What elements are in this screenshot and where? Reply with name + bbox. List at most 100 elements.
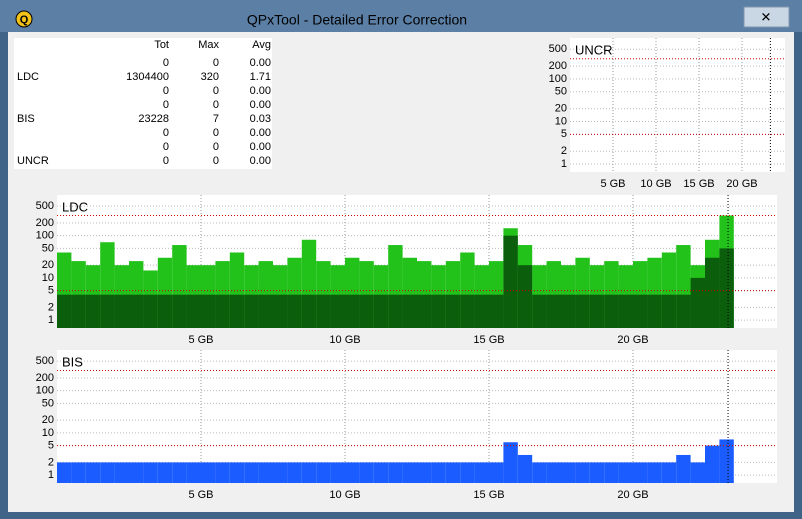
bar bbox=[402, 294, 417, 328]
bar bbox=[575, 294, 590, 328]
y-tick-label: 5 bbox=[48, 440, 54, 452]
close-button[interactable] bbox=[743, 6, 790, 28]
table-cell: 7 bbox=[213, 113, 219, 125]
bar bbox=[85, 462, 101, 483]
bar bbox=[503, 235, 518, 328]
table-cell: 0 bbox=[163, 99, 169, 111]
bar bbox=[129, 462, 144, 483]
app-icon bbox=[15, 10, 33, 28]
bar bbox=[503, 442, 518, 483]
table-header: Avg bbox=[252, 39, 271, 51]
close-icon[interactable]: ✕ bbox=[761, 9, 772, 24]
row-label: UNCR bbox=[17, 155, 49, 167]
stats-table bbox=[14, 38, 272, 169]
y-tick-label: 500 bbox=[549, 43, 567, 55]
bar bbox=[215, 294, 230, 328]
bar bbox=[431, 294, 446, 328]
bar bbox=[71, 462, 86, 483]
table-cell: 0.00 bbox=[250, 127, 271, 139]
bar bbox=[589, 462, 605, 483]
table-cell: 0.00 bbox=[250, 155, 271, 167]
bar bbox=[287, 294, 302, 328]
bar bbox=[474, 294, 489, 328]
table-cell: 0 bbox=[163, 57, 169, 69]
x-tick-label: 10 GB bbox=[329, 489, 360, 501]
bar bbox=[71, 294, 86, 328]
bar bbox=[445, 462, 461, 483]
bar bbox=[705, 445, 720, 483]
y-tick-label: 200 bbox=[36, 372, 54, 384]
bar bbox=[201, 462, 216, 483]
table-cell: 0 bbox=[213, 57, 219, 69]
bar bbox=[114, 294, 129, 328]
plot-area bbox=[57, 350, 777, 483]
y-tick-label: 100 bbox=[549, 73, 567, 85]
bar bbox=[316, 462, 331, 483]
bar bbox=[690, 277, 705, 328]
bar bbox=[359, 294, 374, 328]
table-cell: 0 bbox=[213, 85, 219, 97]
table-cell: 1.71 bbox=[250, 71, 271, 83]
y-tick-label: 10 bbox=[42, 272, 54, 284]
y-tick-label: 2 bbox=[48, 301, 54, 313]
bar bbox=[690, 462, 705, 483]
bar bbox=[445, 294, 461, 328]
table-header: Max bbox=[198, 39, 219, 51]
bar bbox=[143, 462, 158, 483]
app-icon-letter: Q bbox=[20, 14, 29, 26]
bar bbox=[647, 462, 662, 483]
bar bbox=[172, 294, 187, 328]
bar bbox=[661, 294, 677, 328]
bar bbox=[186, 462, 201, 483]
bar bbox=[57, 462, 72, 483]
bar bbox=[215, 462, 230, 483]
bar bbox=[532, 462, 547, 483]
bar bbox=[157, 462, 173, 483]
table-cell: 0.00 bbox=[250, 141, 271, 153]
bar bbox=[301, 294, 317, 328]
bar bbox=[129, 294, 144, 328]
bar bbox=[287, 462, 302, 483]
bar bbox=[345, 462, 360, 483]
chart-title: UNCR bbox=[575, 42, 613, 57]
bar bbox=[402, 462, 417, 483]
bar bbox=[474, 462, 489, 483]
y-tick-label: 1 bbox=[561, 158, 567, 170]
table-cell: 0.00 bbox=[250, 99, 271, 111]
bar bbox=[258, 294, 273, 328]
bar bbox=[618, 462, 633, 483]
bar bbox=[561, 462, 576, 483]
table-cell: 320 bbox=[201, 71, 219, 83]
bar bbox=[229, 462, 245, 483]
bar bbox=[172, 462, 187, 483]
x-tick-label: 15 GB bbox=[683, 178, 714, 190]
row-label: LDC bbox=[17, 71, 39, 83]
y-tick-label: 500 bbox=[36, 355, 54, 367]
bar bbox=[114, 462, 129, 483]
bar bbox=[100, 294, 115, 328]
bar bbox=[186, 294, 201, 328]
table-cell: 0 bbox=[163, 155, 169, 167]
bar bbox=[373, 294, 389, 328]
bar bbox=[618, 294, 633, 328]
window-title: QPxTool - Detailed Error Correction bbox=[247, 12, 467, 28]
y-tick-label: 5 bbox=[561, 128, 567, 140]
chart-title: LDC bbox=[62, 199, 88, 214]
bar bbox=[589, 294, 605, 328]
x-tick-label: 20 GB bbox=[726, 178, 757, 190]
bar bbox=[330, 294, 345, 328]
bar bbox=[244, 462, 259, 483]
y-tick-label: 1 bbox=[48, 314, 54, 326]
y-tick-label: 20 bbox=[555, 103, 567, 115]
x-tick-label: 5 GB bbox=[600, 178, 625, 190]
bar bbox=[244, 294, 259, 328]
bar bbox=[100, 462, 115, 483]
table-cell: 1304400 bbox=[126, 71, 169, 83]
chart-title: BIS bbox=[62, 354, 83, 369]
x-tick-label: 20 GB bbox=[617, 334, 648, 346]
bar bbox=[258, 462, 273, 483]
y-tick-label: 5 bbox=[48, 285, 54, 297]
table-cell: 0.00 bbox=[250, 85, 271, 97]
y-tick-label: 50 bbox=[555, 86, 567, 98]
